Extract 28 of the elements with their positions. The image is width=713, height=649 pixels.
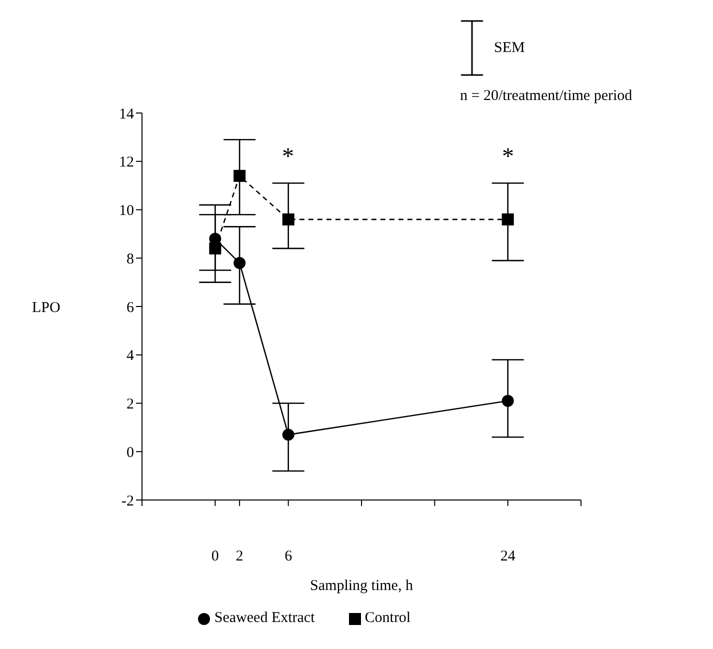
- x-tick-label: 0: [211, 548, 219, 565]
- annotation: *: [281, 144, 295, 171]
- y-tick-label: 8: [126, 251, 134, 268]
- point: [234, 170, 246, 182]
- y-axis-title: LPO: [32, 300, 61, 316]
- point: [234, 256, 246, 269]
- x-tick-label: 24: [500, 548, 516, 565]
- x-tick-label: 6: [284, 548, 293, 565]
- y-tick-label: 6: [126, 300, 134, 316]
- y-tick-label: 14: [119, 106, 134, 122]
- y-tick-label: 2: [126, 396, 134, 413]
- text: SEM: [494, 40, 525, 56]
- y-tick-label: 10: [119, 203, 134, 220]
- y-tick-label: 12: [119, 154, 134, 171]
- x-tick-label: 2: [236, 548, 244, 565]
- text: n = 20/treatment/time period: [460, 88, 632, 105]
- point: [282, 428, 294, 441]
- y-tick-label: -2: [122, 493, 134, 510]
- point: [282, 213, 294, 226]
- y-tick-label: 0: [126, 444, 134, 461]
- y-tick-label: 4: [126, 348, 134, 364]
- x-axis-title: Sampling time, h: [310, 578, 414, 594]
- legend-label: Seaweed Extract: [214, 610, 315, 626]
- annotation: *: [501, 144, 515, 171]
- point: [502, 394, 514, 407]
- legend-label: Control: [364, 610, 411, 626]
- point: [502, 213, 514, 226]
- point: [209, 242, 222, 254]
